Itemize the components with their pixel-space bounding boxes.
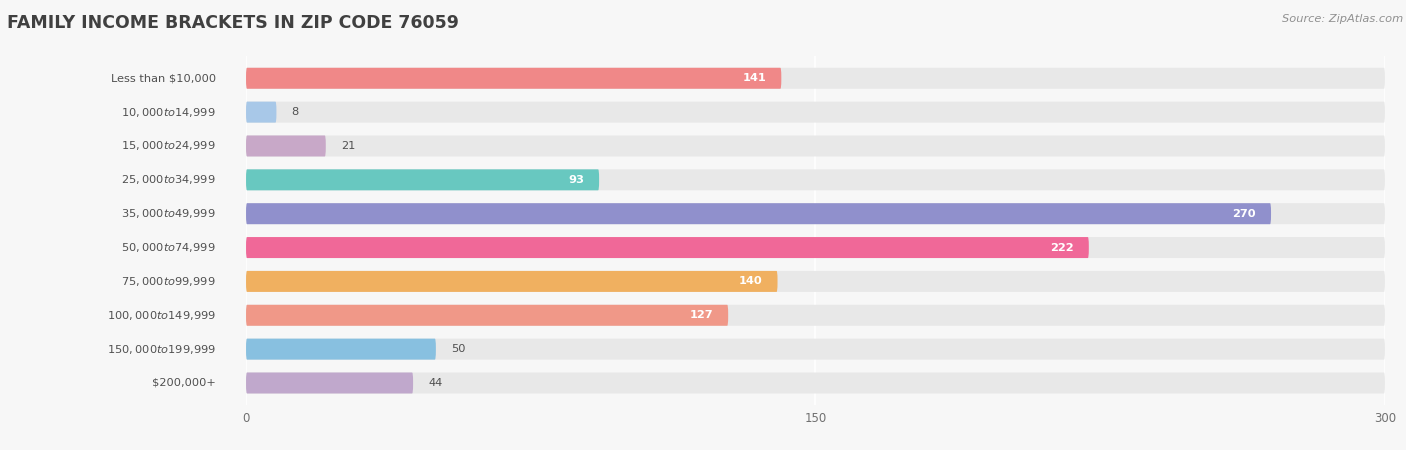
Text: 93: 93	[568, 175, 583, 185]
Text: $150,000 to $199,999: $150,000 to $199,999	[107, 342, 215, 356]
FancyBboxPatch shape	[246, 373, 413, 393]
FancyBboxPatch shape	[246, 68, 1385, 89]
Text: 270: 270	[1232, 209, 1256, 219]
FancyBboxPatch shape	[246, 305, 1385, 326]
FancyBboxPatch shape	[246, 169, 1385, 190]
Text: 140: 140	[738, 276, 762, 286]
FancyBboxPatch shape	[246, 135, 1385, 157]
FancyBboxPatch shape	[246, 237, 1385, 258]
Text: 50: 50	[451, 344, 465, 354]
Text: $200,000+: $200,000+	[152, 378, 215, 388]
FancyBboxPatch shape	[246, 339, 436, 360]
Text: 222: 222	[1050, 243, 1074, 252]
FancyBboxPatch shape	[246, 271, 778, 292]
Text: $15,000 to $24,999: $15,000 to $24,999	[121, 140, 215, 153]
FancyBboxPatch shape	[246, 203, 1385, 224]
Text: $75,000 to $99,999: $75,000 to $99,999	[121, 275, 215, 288]
Text: Source: ZipAtlas.com: Source: ZipAtlas.com	[1282, 14, 1403, 23]
FancyBboxPatch shape	[246, 373, 1385, 393]
Text: $100,000 to $149,999: $100,000 to $149,999	[107, 309, 215, 322]
FancyBboxPatch shape	[246, 271, 1385, 292]
FancyBboxPatch shape	[246, 305, 728, 326]
FancyBboxPatch shape	[246, 102, 1385, 122]
FancyBboxPatch shape	[246, 339, 1385, 360]
FancyBboxPatch shape	[246, 169, 599, 190]
Text: $35,000 to $49,999: $35,000 to $49,999	[121, 207, 215, 220]
FancyBboxPatch shape	[246, 102, 277, 122]
FancyBboxPatch shape	[246, 237, 1088, 258]
Text: $50,000 to $74,999: $50,000 to $74,999	[121, 241, 215, 254]
Text: 21: 21	[340, 141, 356, 151]
Text: FAMILY INCOME BRACKETS IN ZIP CODE 76059: FAMILY INCOME BRACKETS IN ZIP CODE 76059	[7, 14, 458, 32]
Text: 8: 8	[291, 107, 299, 117]
Text: Less than $10,000: Less than $10,000	[111, 73, 215, 83]
Text: $10,000 to $14,999: $10,000 to $14,999	[121, 106, 215, 119]
FancyBboxPatch shape	[246, 68, 782, 89]
FancyBboxPatch shape	[246, 135, 326, 157]
Text: 141: 141	[742, 73, 766, 83]
Text: 44: 44	[429, 378, 443, 388]
FancyBboxPatch shape	[246, 203, 1271, 224]
Text: 127: 127	[689, 310, 713, 320]
Text: $25,000 to $34,999: $25,000 to $34,999	[121, 173, 215, 186]
